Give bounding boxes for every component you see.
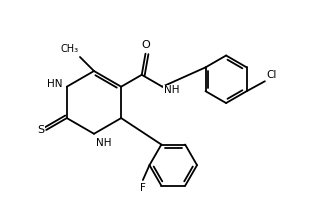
- Text: O: O: [141, 40, 150, 50]
- Text: CH₃: CH₃: [60, 44, 78, 54]
- Text: NH: NH: [164, 85, 180, 95]
- Text: NH: NH: [96, 138, 111, 148]
- Text: S: S: [37, 125, 45, 135]
- Text: Cl: Cl: [267, 70, 277, 80]
- Text: F: F: [140, 183, 146, 193]
- Text: HN: HN: [47, 79, 62, 89]
